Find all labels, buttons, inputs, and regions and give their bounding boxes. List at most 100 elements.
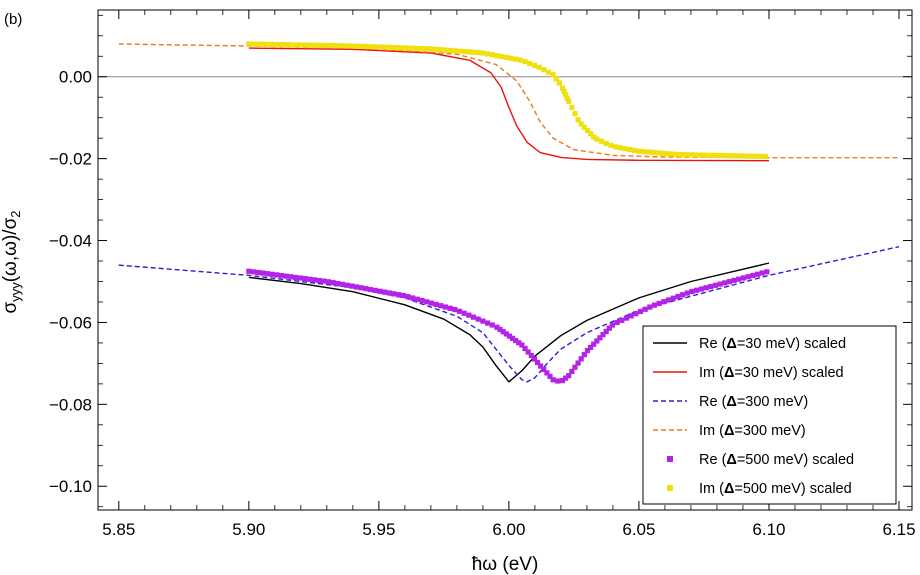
data-marker xyxy=(335,280,341,287)
data-marker xyxy=(297,42,303,48)
data-marker xyxy=(527,60,533,67)
data-marker xyxy=(307,42,313,48)
data-marker xyxy=(680,292,686,298)
data-marker xyxy=(531,356,537,362)
data-marker xyxy=(500,329,506,335)
data-marker xyxy=(617,145,623,151)
data-marker xyxy=(339,43,346,49)
y-title-args: (ω,ω)/σ xyxy=(0,217,21,282)
data-marker xyxy=(706,152,712,158)
legend-marker xyxy=(667,485,673,491)
data-marker xyxy=(566,98,572,104)
data-marker xyxy=(622,146,628,152)
data-marker xyxy=(419,45,425,52)
data-marker xyxy=(480,50,486,56)
x-axis: 5.85 5.90 5.95 6.00 6.05 6.10 6.15 xyxy=(102,10,916,539)
data-marker xyxy=(461,48,467,55)
data-marker xyxy=(698,286,704,292)
data-marker xyxy=(584,347,591,354)
data-marker xyxy=(321,278,327,284)
data-marker xyxy=(656,300,662,306)
y-title-subscript: yyy xyxy=(8,282,23,302)
data-marker xyxy=(597,335,603,341)
data-marker xyxy=(311,277,317,283)
data-marker xyxy=(311,42,317,48)
data-marker xyxy=(641,149,647,155)
data-marker xyxy=(572,111,578,117)
data-marker xyxy=(759,270,765,276)
data-marker xyxy=(283,273,289,279)
data-marker xyxy=(673,151,679,158)
data-marker xyxy=(740,275,747,281)
data-marker xyxy=(381,44,388,50)
data-marker xyxy=(578,121,584,127)
data-marker xyxy=(584,127,591,134)
x-tick-label: 6.15 xyxy=(882,520,915,539)
data-marker xyxy=(547,373,553,379)
data-marker xyxy=(330,280,336,286)
data-marker xyxy=(509,335,516,341)
data-marker xyxy=(494,324,500,330)
y-axis-title: σyyy(ω,ω)/σ2 xyxy=(0,210,23,313)
data-marker xyxy=(466,312,472,318)
data-marker xyxy=(484,51,491,57)
data-marker xyxy=(689,288,695,295)
data-marker xyxy=(442,304,449,310)
data-marker xyxy=(513,337,519,344)
data-marker xyxy=(594,136,600,142)
data-marker xyxy=(363,43,369,50)
data-marker xyxy=(569,104,575,111)
data-marker xyxy=(623,315,630,321)
data-marker xyxy=(442,47,449,53)
series-im-delta-500-mev-scaled xyxy=(246,41,768,160)
data-marker xyxy=(764,269,770,275)
y-tick-label: −0.02 xyxy=(49,150,92,169)
legend-box xyxy=(642,325,897,505)
data-marker xyxy=(729,153,736,159)
data-marker xyxy=(647,304,653,310)
data-marker xyxy=(330,43,336,49)
data-marker xyxy=(489,52,495,58)
data-marker xyxy=(720,152,726,159)
y-title-sigma: σ xyxy=(0,302,21,314)
data-marker xyxy=(288,42,294,48)
data-marker xyxy=(400,45,406,51)
data-marker xyxy=(339,281,346,287)
data-marker xyxy=(250,41,257,47)
plot-frame xyxy=(97,9,913,511)
data-marker xyxy=(575,360,581,366)
data-marker xyxy=(316,277,322,284)
data-marker xyxy=(283,42,289,48)
data-marker xyxy=(762,153,768,160)
data-marker xyxy=(293,274,299,281)
data-marker xyxy=(428,46,435,52)
data-marker xyxy=(302,42,308,48)
data-marker xyxy=(562,375,569,381)
data-marker xyxy=(288,274,294,280)
x-tick-label: 6.10 xyxy=(752,520,785,539)
data-marker xyxy=(274,272,280,278)
x-axis-title: ħω (eV) xyxy=(472,554,539,575)
x-tick-label: 5.95 xyxy=(362,520,395,539)
data-marker xyxy=(572,364,578,370)
data-marker xyxy=(645,149,651,155)
data-marker xyxy=(619,317,625,323)
data-marker xyxy=(428,300,435,306)
series-im-delta-30-mev-scaled xyxy=(248,47,769,162)
data-marker xyxy=(636,148,642,154)
y-tick-label: −0.08 xyxy=(49,395,92,414)
x-tick-label: 5.90 xyxy=(232,520,265,539)
data-marker xyxy=(626,146,633,153)
data-marker xyxy=(447,305,453,311)
data-marker xyxy=(522,345,528,352)
y-tick-label: −0.06 xyxy=(49,313,92,332)
data-marker xyxy=(659,150,665,156)
data-marker xyxy=(506,333,513,339)
data-marker xyxy=(497,326,503,333)
data-marker xyxy=(456,308,463,314)
data-marker xyxy=(499,53,505,60)
data-marker xyxy=(424,46,430,52)
data-marker xyxy=(758,153,764,160)
data-marker xyxy=(745,274,751,280)
data-marker xyxy=(381,289,388,295)
